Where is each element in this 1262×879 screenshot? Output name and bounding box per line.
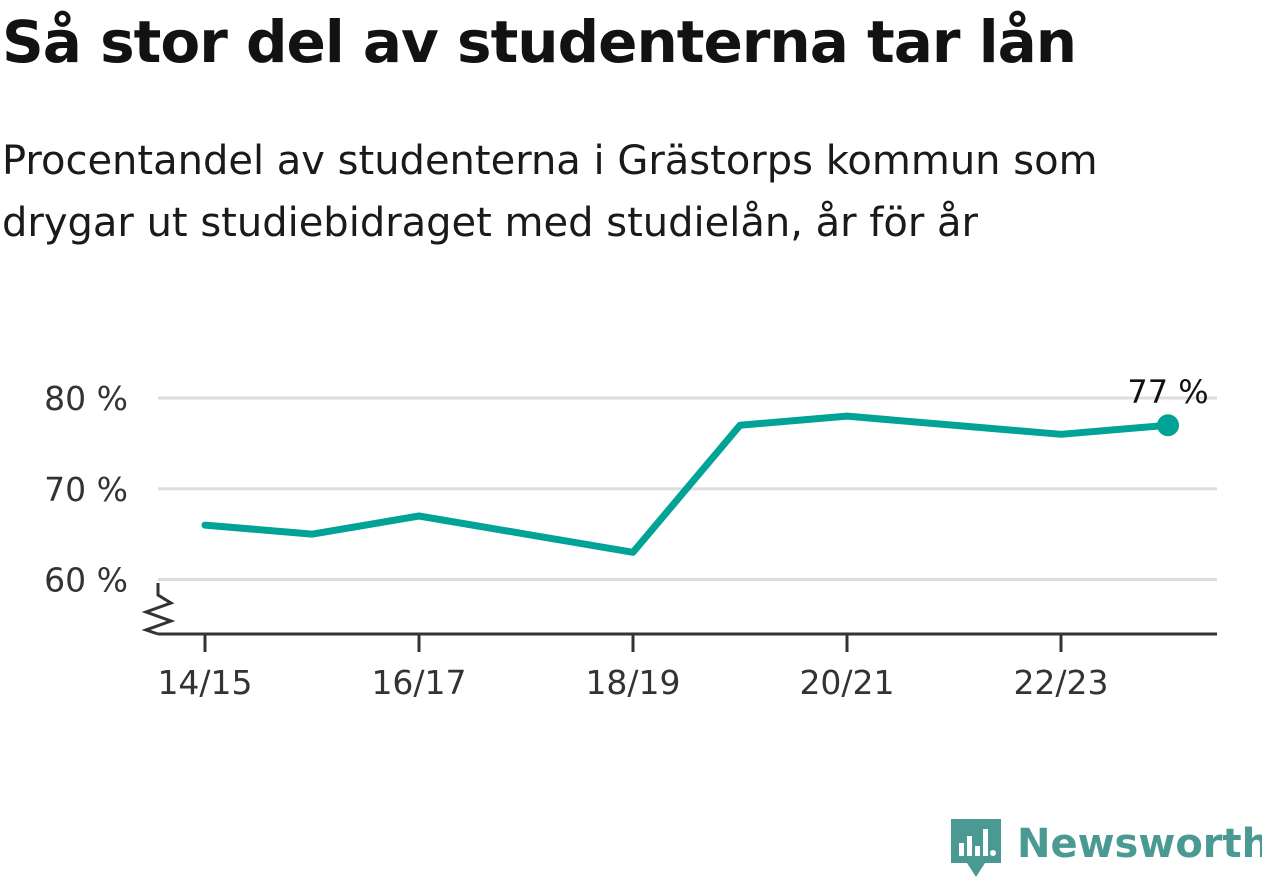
y-tick-label: 70 % (44, 470, 128, 509)
axis-break-icon (141, 583, 176, 636)
series-group (201, 412, 1179, 556)
chart-subtitle: Procentandel av studenterna i Grästorps … (2, 138, 1098, 246)
end-value-label: 77 % (1127, 373, 1208, 411)
y-axis-ticks: 60 % 70 % 80 % (44, 379, 128, 600)
x-tick-label: 20/21 (799, 663, 894, 702)
y-tick-label: 80 % (44, 379, 128, 418)
x-axis-ticks: 14/15 16/17 18/19 20/21 22/23 (157, 634, 1109, 702)
newsworthy-logo: Newsworthy (951, 819, 1262, 879)
y-tick-label: 60 % (44, 561, 128, 600)
x-tick-label: 16/17 (371, 663, 466, 702)
x-tick-label: 14/15 (157, 663, 252, 702)
end-point-marker (1157, 414, 1179, 437)
brand-name: Newsworthy (1017, 821, 1262, 867)
chart-title: Så stor del av studenterna tar lån (2, 8, 1077, 76)
x-tick-label: 22/23 (1013, 663, 1108, 702)
newsworthy-logo-icon (951, 819, 1001, 877)
x-tick-label: 18/19 (585, 663, 680, 702)
series-line (201, 412, 1172, 556)
